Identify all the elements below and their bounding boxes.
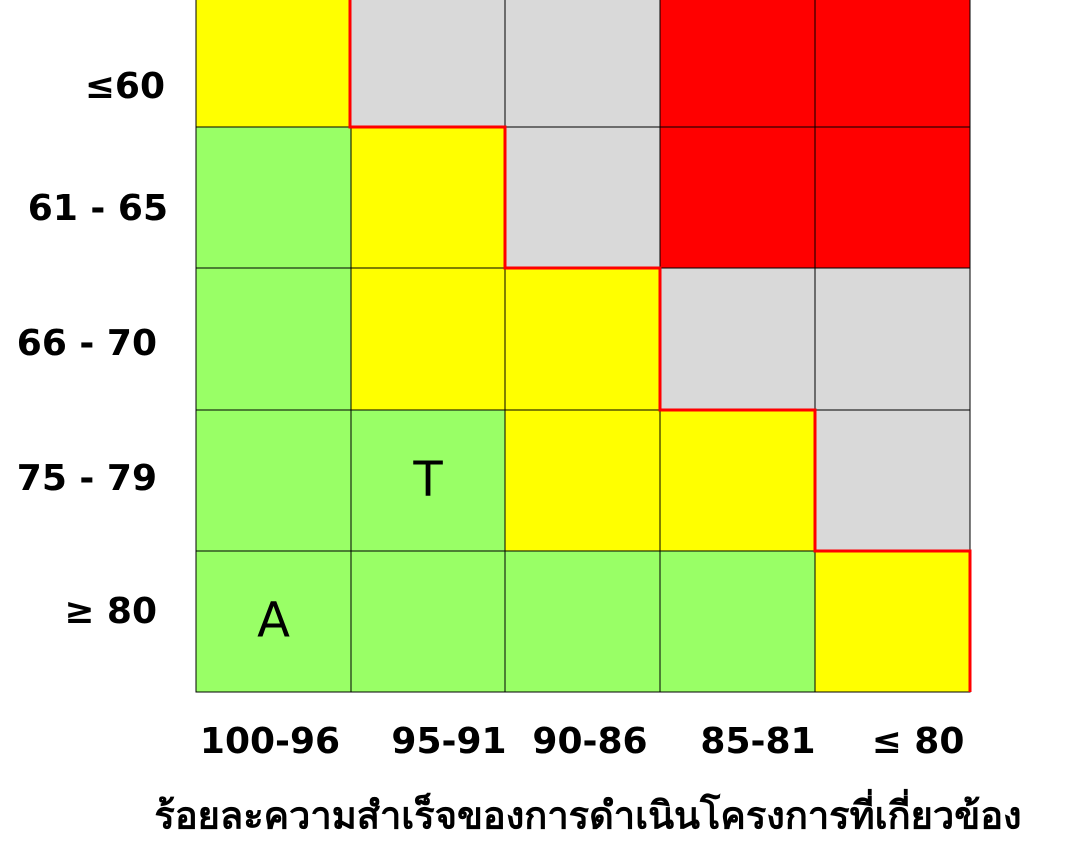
cell: [350, 267, 506, 411]
cell: [814, 0, 971, 128]
column-label: 95-91: [391, 721, 506, 762]
row-label: ≥ 80: [64, 591, 157, 632]
cell: [814, 409, 971, 552]
cell: [504, 409, 661, 552]
cell: [659, 409, 816, 552]
cell: [195, 550, 352, 693]
column-label: 100-96: [200, 721, 340, 762]
column-label: 90-86: [532, 721, 647, 762]
row-label: 75 - 79: [17, 458, 157, 499]
cell: [350, 550, 506, 693]
cell-text: A: [257, 593, 290, 649]
cell: [504, 550, 661, 693]
boundary-line: [348, 0, 972, 692]
cell: [350, 409, 506, 552]
row-label: 61 - 65: [28, 188, 168, 229]
row-label: 66 - 70: [17, 323, 157, 364]
cell: [659, 267, 816, 411]
cells: [195, 0, 971, 693]
cell: [195, 267, 352, 411]
column-label: 85-81: [700, 721, 815, 762]
cell: [350, 126, 506, 269]
cell: [195, 126, 352, 269]
x-axis-title: ร้อยละความสำเร็จของการดำเนินโครงการที่เก…: [154, 789, 1021, 838]
cell: [659, 550, 816, 693]
cell: [659, 126, 816, 269]
cell-text: T: [412, 452, 443, 508]
cell: [504, 0, 661, 128]
cell: [814, 267, 971, 411]
column-label: ≤ 80: [872, 721, 965, 762]
cell: [195, 409, 352, 552]
cell: [814, 550, 971, 693]
cell: [504, 126, 661, 269]
cell: [195, 0, 352, 128]
cell: [659, 0, 816, 128]
cell: [504, 267, 661, 411]
row-label: ≤60: [85, 66, 165, 107]
cell: [814, 126, 971, 269]
cell: [350, 0, 506, 128]
